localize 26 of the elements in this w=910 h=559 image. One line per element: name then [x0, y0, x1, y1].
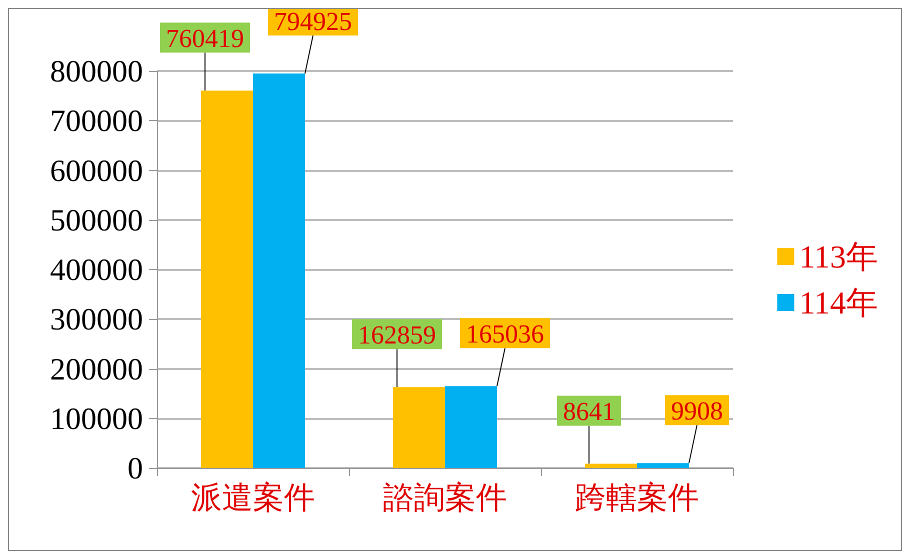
y-tick-label: 100000	[50, 400, 143, 436]
data-label: 8641	[563, 397, 615, 426]
legend-label: 114年	[799, 284, 878, 320]
bar	[253, 74, 305, 468]
y-tick-label: 700000	[50, 103, 143, 138]
y-tick-label: 500000	[50, 202, 143, 238]
x-tick-label: 諮詢案件	[383, 480, 507, 515]
x-tick-label: 派遣案件	[191, 480, 315, 515]
bar	[201, 90, 253, 468]
bar	[585, 464, 637, 468]
y-tick-label: 300000	[50, 302, 143, 337]
y-tick-label: 0	[128, 450, 143, 486]
y-tick-label: 800000	[50, 54, 143, 88]
data-label: 9908	[671, 396, 723, 426]
y-tick-label: 400000	[50, 252, 143, 287]
data-label: 794925	[274, 7, 352, 36]
x-tick-label: 跨轄案件	[575, 480, 699, 515]
y-tick-label: 600000	[50, 152, 143, 188]
bar	[637, 463, 689, 468]
bar	[393, 387, 445, 468]
data-label: 165036	[466, 320, 544, 349]
data-label: 760419	[166, 24, 244, 54]
data-label: 162859	[358, 320, 436, 350]
legend-label: 113年	[799, 238, 878, 274]
y-tick-label: 200000	[50, 351, 143, 386]
bar	[445, 386, 497, 468]
